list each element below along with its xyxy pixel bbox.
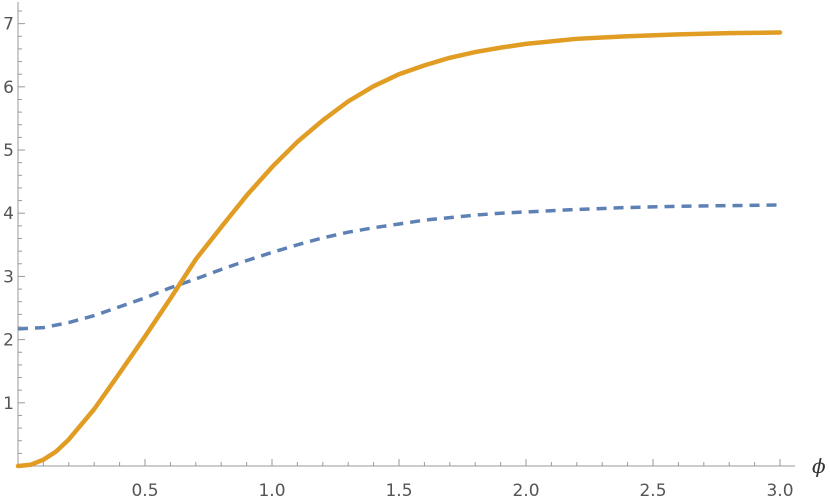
series-layer xyxy=(15,30,783,469)
x-tick-label: 1.0 xyxy=(258,481,285,501)
x-tick-label: 2.5 xyxy=(639,481,666,501)
x-tick-label: 1.5 xyxy=(385,481,412,501)
y-tick-label: 5 xyxy=(3,141,14,161)
x-tick-label: 0.5 xyxy=(131,481,158,501)
y-tick-label: 3 xyxy=(3,267,14,287)
x-tick-label: 3.0 xyxy=(766,481,793,501)
series-line-2 xyxy=(15,30,783,469)
y-tick-label: 6 xyxy=(3,78,14,98)
y-tick-label: 4 xyxy=(3,204,14,224)
axes xyxy=(17,2,795,467)
x-axis-label: ϕ xyxy=(812,454,826,478)
ticks: 0.5 1.0 1.5 2.0 2.5 3.0 1 2 3 4 5 6 7 xyxy=(3,10,794,501)
y-tick-label: 7 xyxy=(3,15,14,35)
y-tick-label: 1 xyxy=(3,394,14,414)
series-line-1 xyxy=(17,203,781,331)
x-tick-label: 2.0 xyxy=(512,481,539,501)
y-tick-label: 2 xyxy=(3,331,14,351)
